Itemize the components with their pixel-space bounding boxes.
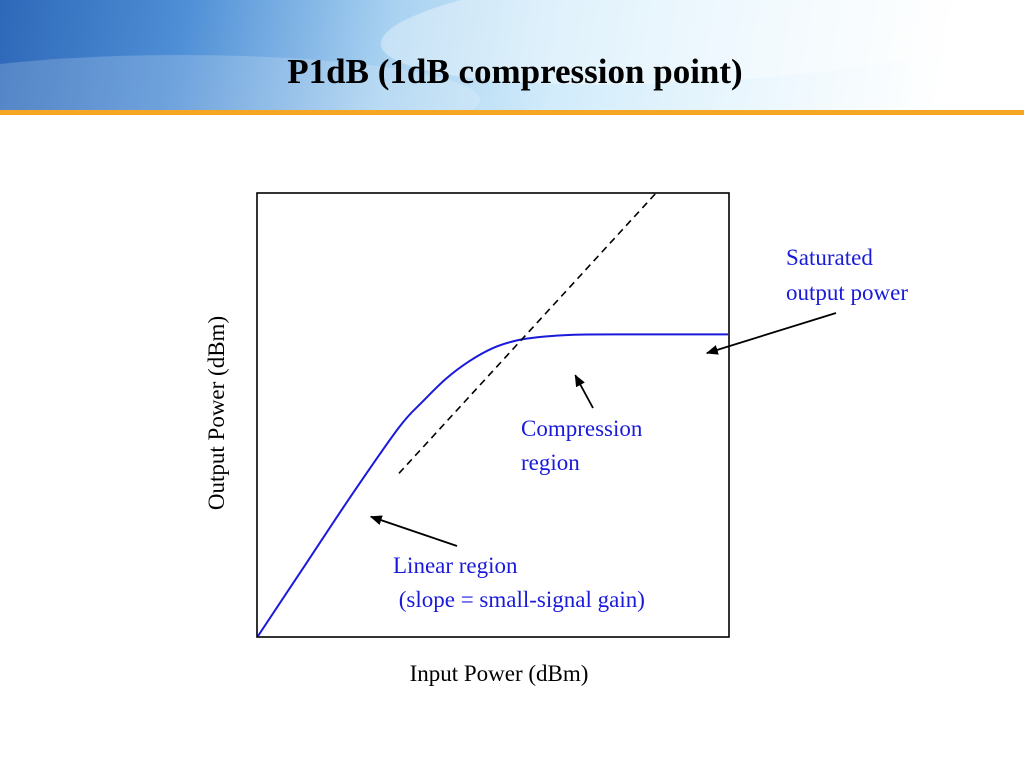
annotation-compression-line1: Compression (521, 416, 643, 441)
annotation-linear-line2: (slope = small-signal gain) (393, 587, 645, 612)
annotation-linear-line1: Linear region (393, 553, 518, 578)
annotation-compression: Compression region (521, 416, 643, 475)
annotation-arrow (574, 374, 594, 409)
header-accent-bar (0, 110, 1024, 115)
output-power-curve (257, 333, 728, 637)
slide-header (0, 0, 1024, 110)
plot-frame (256, 192, 730, 638)
annotation-arrow (369, 515, 458, 547)
annotation-arrow (705, 312, 837, 355)
annotation-saturated: Saturated output power (786, 245, 908, 305)
annotation-linear: Linear region (slope = small-signal gain… (393, 553, 645, 612)
x-axis-label: Input Power (dBm) (410, 661, 589, 686)
annotation-saturated-line2: output power (786, 280, 908, 305)
annotation-compression-line2: region (521, 450, 580, 475)
series-layer (257, 193, 728, 637)
y-axis-label: Output Power (dBm) (204, 316, 229, 510)
annotation-saturated-line1: Saturated (786, 245, 873, 270)
slide-title: P1dB (1dB compression point) (287, 52, 743, 91)
annotation-arrows (369, 312, 837, 547)
